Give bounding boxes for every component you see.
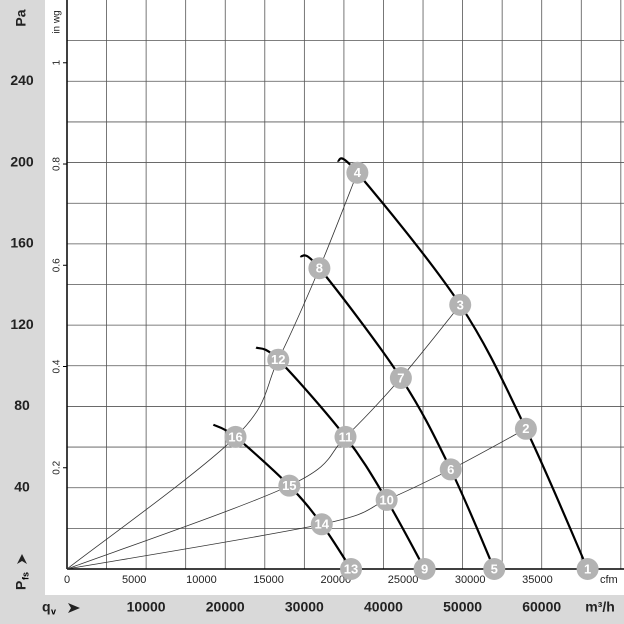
point-marker [389,366,412,389]
point-label: 4 [354,165,362,180]
x-symbol: q v [42,599,80,616]
arrow [68,603,80,613]
y-tick-label: 160 [10,235,34,251]
point-label: 8 [316,261,323,276]
operating-point: 16 [224,425,247,448]
x-tick-label: 60000 [522,599,561,615]
y-tick-label: 40 [14,478,30,494]
operating-point: 3 [449,293,472,316]
point-label: 13 [344,561,358,576]
operating-point: 14 [310,513,333,536]
x2-tick-label: 0 [64,574,70,586]
point-label: 11 [339,429,353,444]
point-marker [576,558,599,580]
point-marker [439,458,462,481]
y-symbol-sub: fs [20,572,30,580]
operating-point: 2 [514,417,537,440]
operating-point: 13 [340,558,363,580]
x-symbol-sub: v [51,606,56,616]
y-symbol: P fs [13,554,30,590]
x-tick-label: 20000 [206,599,245,615]
operating-point: 11 [334,425,357,448]
point-marker [483,558,506,580]
point-marker [375,488,398,511]
point-label: 6 [447,462,454,477]
point-marker [449,293,472,316]
y2-tick-label: 0.4 [52,359,63,373]
point-label: 12 [271,352,285,367]
x-axis-label: m³/h [585,599,615,615]
point-marker [346,161,369,184]
point-label: 3 [457,297,464,312]
operating-point: 4 [346,161,369,184]
y2-tick-label: 0.2 [52,460,63,474]
y2-tick-label: 0.6 [52,258,63,272]
system-curve [66,428,527,570]
y-tick-label: 240 [10,72,34,88]
operating-point: 15 [278,474,301,497]
point-label: 5 [491,561,498,576]
point-marker [224,425,247,448]
point-label: 10 [379,492,393,507]
x-tick-label: 50000 [443,599,482,615]
operating-point: 1 [576,558,599,580]
system-curve [66,304,461,570]
x2-tick-label: 15000 [253,574,284,586]
point-label: 7 [397,370,404,385]
x-tick-label: 40000 [364,599,403,615]
operating-point: 7 [389,366,412,389]
x2-tick-label: 10000 [186,574,217,586]
operating-point: 8 [308,257,331,280]
point-marker [413,558,436,580]
point-label: 14 [315,517,330,532]
operating-point: 9 [413,558,436,580]
y-tick-label: 80 [14,397,30,413]
left-band [0,0,45,624]
y-tick-label: 120 [10,316,34,332]
x2-tick-label: 25000 [388,574,419,586]
point-marker [514,417,537,440]
point-label: 1 [584,561,591,576]
x-tick-label: 10000 [127,599,166,615]
arrow [17,554,27,564]
y-axis-label: Pa [13,9,29,26]
point-label: 15 [282,478,296,493]
y2-tick-label: 0.8 [52,157,63,171]
x2-axis-label: cfm [600,574,618,586]
x2-tick-label: 5000 [122,574,146,586]
y2-tick-label: 1 [52,60,63,66]
point-marker [340,558,363,580]
point-marker [267,348,290,371]
y-symbol-main: P [13,581,29,590]
x-symbol-main: q [42,599,51,615]
operating-point: 5 [483,558,506,580]
operating-point: 6 [439,458,462,481]
system-curve [66,172,358,570]
point-marker [334,425,357,448]
bottom-band [0,595,624,624]
point-marker [278,474,301,497]
point-marker [310,513,333,536]
point-label: 9 [421,561,428,576]
x2-tick-label: 35000 [522,574,553,586]
x2-tick-label: 30000 [455,574,486,586]
point-marker [308,257,331,280]
y-tick-label: 200 [10,153,34,169]
operating-point: 12 [267,348,290,371]
y2-axis-label: in wg [52,10,63,33]
x-tick-label: 30000 [285,599,324,615]
point-label: 16 [228,429,242,444]
operating-point: 10 [375,488,398,511]
point-label: 2 [522,421,529,436]
